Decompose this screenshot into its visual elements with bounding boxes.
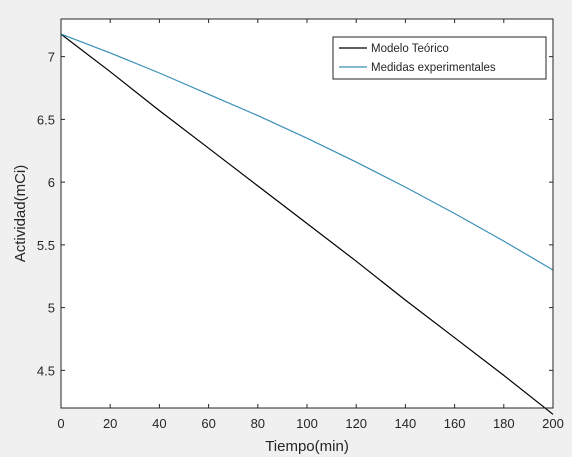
y-tick-label: 6 bbox=[48, 175, 55, 190]
legend: Modelo Teórico Medidas experimentales bbox=[332, 36, 547, 80]
x-tick-label: 160 bbox=[444, 416, 466, 431]
x-tick-label: 20 bbox=[103, 416, 117, 431]
y-tick-label: 5 bbox=[48, 301, 55, 316]
series-line-1 bbox=[60, 33, 554, 271]
x-tick-label: 0 bbox=[57, 416, 64, 431]
y-tick-label: 5.5 bbox=[37, 238, 55, 253]
x-tick-label: 100 bbox=[296, 416, 318, 431]
series-line-0 bbox=[60, 33, 554, 415]
x-tick-label: 80 bbox=[251, 416, 265, 431]
y-tick-label: 7 bbox=[48, 50, 55, 65]
legend-entry-modelo-teorico: Modelo Teórico bbox=[371, 43, 449, 55]
x-tick-label: 40 bbox=[152, 416, 166, 431]
legend-box bbox=[332, 36, 547, 80]
y-tick-label: 6.5 bbox=[37, 112, 55, 127]
x-tick-label: 140 bbox=[395, 416, 417, 431]
plot-area bbox=[61, 19, 553, 408]
ticks-layer: 0 20 40 60 80 100 120 140 160 180 200 4.5 5 5.5 6 6.5 7 bbox=[37, 19, 564, 431]
legend-entry-medidas-experimentales: Medidas experimentales bbox=[371, 62, 496, 74]
x-tick-label: 200 bbox=[542, 416, 564, 431]
y-tick-label: 4.5 bbox=[37, 363, 55, 378]
x-axis-label: Tiempo(min) bbox=[265, 438, 349, 455]
series-layer bbox=[60, 33, 554, 415]
x-tick-label: 180 bbox=[493, 416, 515, 431]
x-tick-label: 120 bbox=[345, 416, 367, 431]
x-tick-label: 60 bbox=[201, 416, 215, 431]
y-axis-label: Actividad(mCi) bbox=[12, 165, 29, 263]
